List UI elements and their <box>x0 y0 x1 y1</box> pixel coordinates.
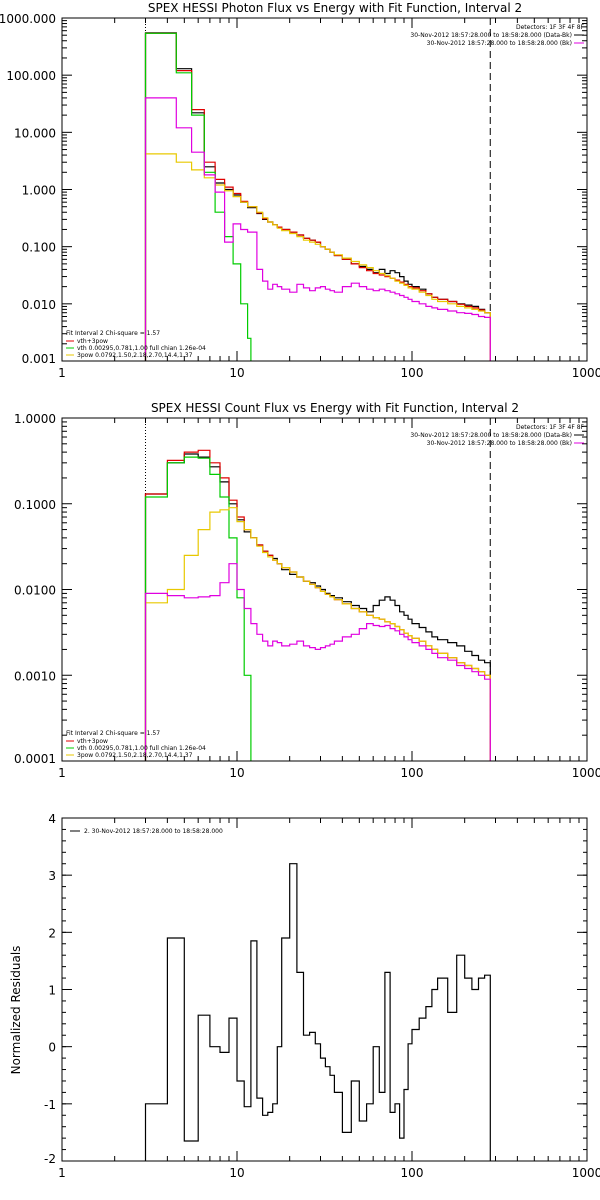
panel2-legend-line: vth+3pow <box>77 738 108 745</box>
series-line-4 <box>144 97 491 361</box>
panel2-ticks: 1 10 100 1000 0.0001 0.0010 0.0100 0.1000 1.0000 <box>14 412 600 780</box>
y-tick-label: 0.010 <box>22 298 56 312</box>
x-tick-label: 100 <box>401 366 424 380</box>
x-tick-label: 1000 <box>572 366 600 380</box>
panel1-info-line: 30-Nov-2012 18:57:28.000 to 18:58:28.000… <box>410 32 572 39</box>
panel1-info-line: 30-Nov-2012 18:57:28.000 to 18:58:28.000… <box>427 40 572 47</box>
x-tick-label: 100 <box>401 766 424 780</box>
series-line-0 <box>144 32 491 361</box>
y-tick-label: 1.0000 <box>14 412 56 426</box>
x-tick-label: 1 <box>58 366 66 380</box>
series-line-3 <box>144 153 491 361</box>
x-tick-label: 100 <box>401 1166 424 1180</box>
panel2-legend-line: Fit Interval 2 Chi-square = 1.57 <box>66 730 160 737</box>
panel3-marks <box>144 863 491 1161</box>
panel3-ticks: 1 10 100 1000 -2 -1 0 1 2 3 4 <box>44 812 600 1180</box>
panel2-info-line: 30-Nov-2012 18:57:28.000 to 18:58:28.000… <box>427 440 572 447</box>
panel1-title: SPEX HESSI Photon Flux vs Energy with Fi… <box>148 1 522 15</box>
y-tick-label: 1000.000 <box>0 12 56 26</box>
x-tick-label: 10 <box>229 1166 244 1180</box>
panel1-legend-line: vth+3pow <box>77 338 108 345</box>
panel3-legend: 2. 30-Nov-2012 18:57:28.000 to 18:58:28.… <box>70 828 223 835</box>
panel2-legend: Fit Interval 2 Chi-square = 1.57 vth+3po… <box>66 730 206 759</box>
panel1-plot-frame <box>61 17 588 362</box>
panel1-legend: Fit Interval 2 Chi-square = 1.57 vth+3po… <box>66 330 206 359</box>
panel2-info-box: Detectors: 1F 3F 4F 8F 30-Nov-2012 18:57… <box>410 424 584 447</box>
y-tick-label: -2 <box>44 1152 56 1166</box>
y-tick-label: 1 <box>48 984 56 998</box>
panel1-legend-line: Fit Interval 2 Chi-square = 1.57 <box>66 330 160 337</box>
panel3-y-axis-label: Normalized Residuals <box>9 946 23 1075</box>
panel1-legend-line: vth 0.00295,0.781,1.00 full chian 1.26e-… <box>77 345 206 352</box>
panel2-info-line: 30-Nov-2012 18:57:28.000 to 18:58:28.000… <box>410 432 572 439</box>
panel1-legend-line: 3pow 0.0792,1.50,2.18,2.70,14.4,1.37 <box>77 352 193 359</box>
y-tick-label: 0.100 <box>22 241 56 255</box>
x-tick-label: 10 <box>229 366 244 380</box>
series-line-3 <box>144 507 491 761</box>
panel1-marks <box>144 18 491 361</box>
y-tick-label: 0.0100 <box>14 584 56 598</box>
series-line-2 <box>144 456 252 761</box>
panel1-ticks: 1 10 100 1000 0.001 0.010 0.100 1.000 10.000 100.… <box>0 12 600 380</box>
y-tick-label: 10.000 <box>14 126 56 140</box>
series-line-2 <box>144 32 252 361</box>
series-line-0 <box>144 863 491 1161</box>
photon-flux-panel: SPEX HESSI Photon Flux vs Energy with Fi… <box>0 1 600 380</box>
y-tick-label: 4 <box>48 812 56 826</box>
y-tick-label: 0.1000 <box>14 498 56 512</box>
y-tick-label: 3 <box>48 869 56 883</box>
y-tick-label: 2 <box>48 926 56 940</box>
panel3-legend-line: 2. 30-Nov-2012 18:57:28.000 to 18:58:28.… <box>84 828 223 835</box>
x-tick-label: 1000 <box>572 766 600 780</box>
panel1-info-box: Detectors: 1F 3F 4F 8F 30-Nov-2012 18:57… <box>410 24 584 47</box>
y-tick-label: 0.0010 <box>14 669 56 683</box>
series-line-1 <box>144 32 491 361</box>
series-line-1 <box>144 449 491 761</box>
count-flux-panel: SPEX HESSI Count Flux vs Energy with Fit… <box>14 401 600 780</box>
panel1-info-line: Detectors: 1F 3F 4F 8F <box>516 24 585 31</box>
x-tick-label: 1000 <box>572 1166 600 1180</box>
x-tick-label: 1 <box>58 1166 66 1180</box>
y-tick-label: 1.000 <box>22 184 56 198</box>
panel2-legend-line: vth 0.00295,0.781,1.00 full chian 1.26e-… <box>77 745 206 752</box>
panel2-legend-line: 3pow 0.0792,1.50,2.18,2.70,14.4,1.37 <box>77 752 193 759</box>
panel2-info-line: Detectors: 1F 3F 4F 8F <box>516 424 585 431</box>
x-tick-label: 10 <box>229 766 244 780</box>
panel3-plot-frame <box>61 817 588 1162</box>
y-tick-label: 0 <box>48 1041 56 1055</box>
x-tick-label: 1 <box>58 766 66 780</box>
series-line-4 <box>144 563 491 761</box>
panel2-title: SPEX HESSI Count Flux vs Energy with Fit… <box>151 401 519 415</box>
y-tick-label: 100.000 <box>6 69 56 83</box>
y-tick-label: -1 <box>44 1098 56 1112</box>
y-tick-label: 0.0001 <box>14 752 56 766</box>
y-tick-label: 0.001 <box>22 352 56 366</box>
residuals-panel: 1 10 100 1000 -2 -1 0 1 2 3 4 Normalized Residuals… <box>9 812 600 1180</box>
panel2-marks <box>144 418 491 761</box>
series-line-0 <box>144 453 491 761</box>
